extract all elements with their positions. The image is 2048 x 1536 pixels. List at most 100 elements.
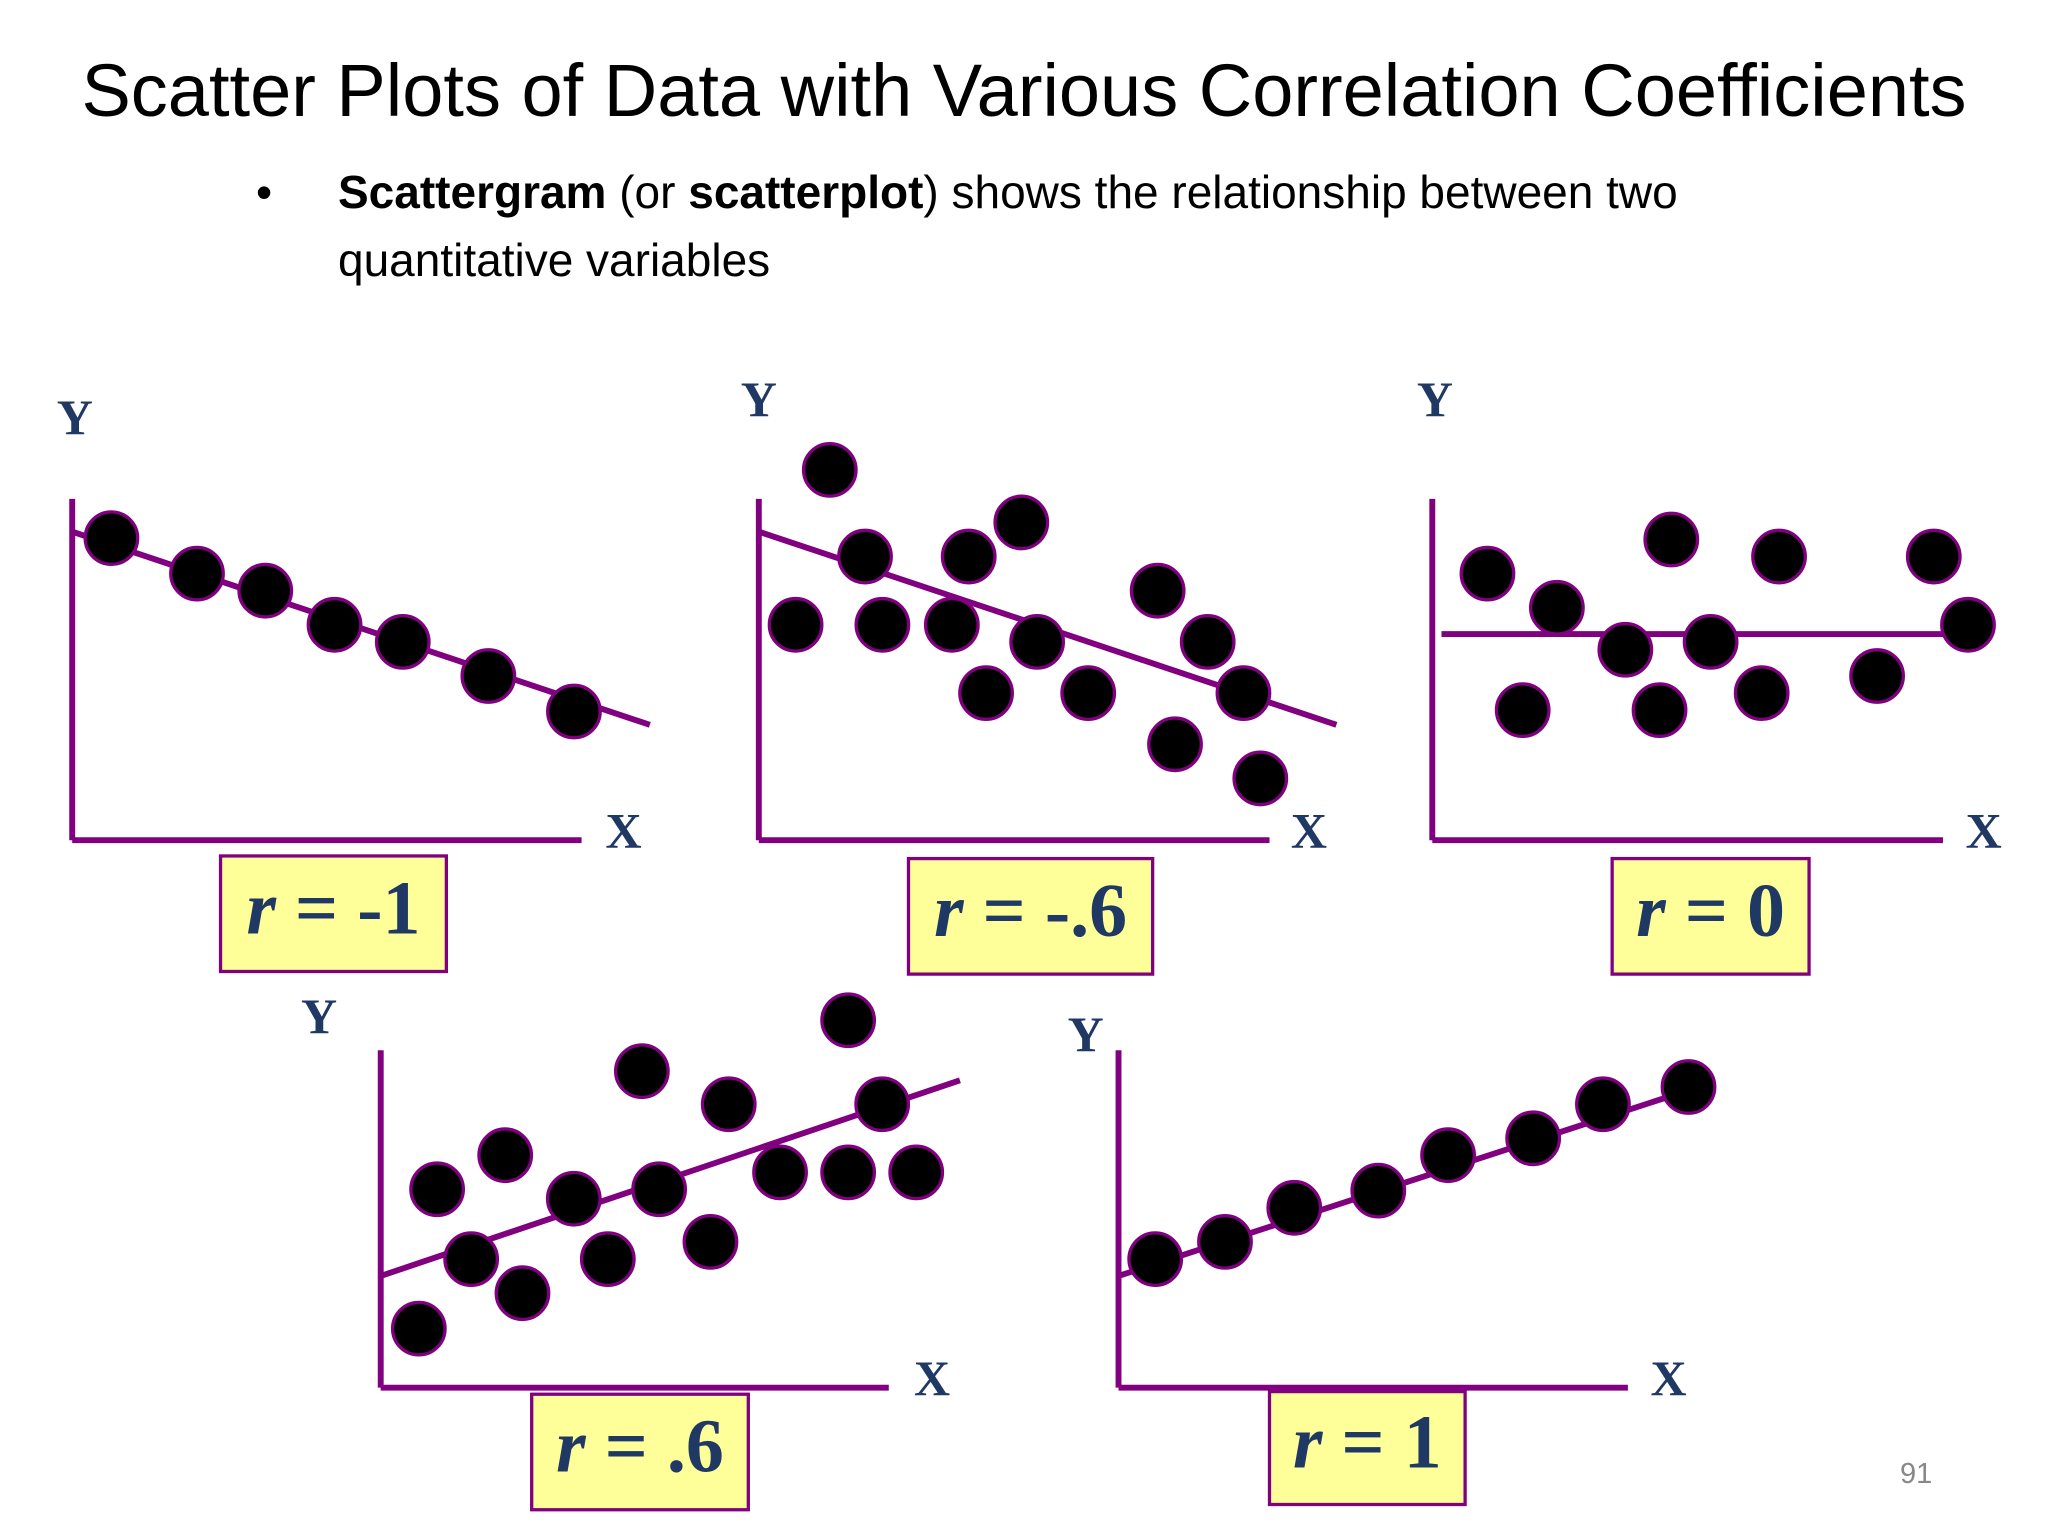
data-point [767,596,824,653]
data-point [1459,545,1516,602]
data-point [1147,716,1203,773]
data-point [306,596,363,653]
annotation-box [530,1392,750,1512]
scatter-plot: Y Xr = -.6 [741,371,1338,976]
data-point [1660,1059,1717,1115]
data-point [1420,1127,1476,1184]
data-point [390,1300,447,1357]
annotation-variable: r [1293,1401,1324,1485]
data-point [169,545,225,602]
data-point [1597,621,1654,678]
text-run: (or [606,166,689,218]
data-point [546,683,602,740]
annotation-box [1267,1389,1467,1507]
annotation-variable: r [556,1405,587,1489]
annotation-value: = -1 [276,867,421,951]
annotation-value: = .6 [586,1405,724,1489]
x-axis-label: X [606,803,642,859]
data-point [1631,682,1688,739]
y-axis-label: Y [741,371,777,427]
slide-title: Scatter Plots of Data with Various Corre… [81,49,1967,132]
data-point [820,1144,877,1201]
data-point [1266,1179,1323,1236]
data-point [854,596,911,653]
annotation-box [1610,856,1811,976]
text-run: Scattergram [338,166,607,218]
annotation: r = 0 [1636,869,1785,953]
data-point [631,1161,688,1218]
y-axis-label: Y [57,389,93,445]
data-point [820,992,877,1049]
data-point [700,1076,757,1133]
data-point [443,1231,500,1288]
data-point [940,528,997,585]
annotation: r = -.6 [934,869,1127,953]
scatter-plot: Y Xr = 1 [1068,1006,1717,1507]
y-axis-label: Y [1068,1006,1104,1062]
text-run: ) shows the relationship between two qua… [338,166,1678,286]
data-point [837,528,893,585]
data-point [1127,1231,1184,1288]
data-point [545,1170,602,1227]
data-point [1733,665,1790,721]
data-point [1215,665,1272,721]
annotation-box [218,854,449,974]
data-point [477,1127,534,1184]
data-point [682,1213,739,1270]
data-point [1905,528,1962,585]
annotation-variable: r [934,869,965,953]
data-point [409,1161,466,1218]
data-point [1682,613,1739,670]
data-point [1350,1162,1407,1219]
annotation-variable: r [246,867,277,951]
page-number: 91 [1900,1458,1933,1490]
data-point [801,441,858,498]
annotation-value: = 1 [1322,1401,1441,1485]
data-point [1643,511,1700,568]
bullet-text: Scattergram (or scatterplot) shows the r… [338,158,1838,294]
data-point [993,494,1050,551]
data-point [1060,665,1117,721]
x-axis-label: X [1291,803,1327,859]
data-point [613,1043,670,1100]
data-point [237,562,294,619]
annotation: r = .6 [556,1405,724,1489]
x-axis-label: X [1651,1350,1687,1406]
data-point [1197,1213,1253,1270]
annotation-box [906,856,1155,976]
data-point [1940,596,1996,653]
data-point [854,1076,911,1133]
data-point [579,1231,636,1288]
x-axis-label: X [914,1350,950,1406]
data-point [1575,1076,1631,1133]
data-point [1505,1110,1562,1167]
data-point [958,665,1014,721]
scatter-plot: Y Xr = 0 [1417,371,2002,976]
data-point [374,613,431,670]
data-point [1528,579,1585,636]
scatter-plot: Y Xr = -1 [57,389,651,974]
data-point [1751,528,1807,585]
annotation: r = 1 [1293,1401,1442,1485]
data-point [752,1144,808,1201]
annotation-variable: r [1636,869,1667,953]
data-point [1849,648,1905,704]
data-point [1129,562,1186,619]
bullet-dot: • [256,166,273,218]
data-point [1179,613,1236,670]
data-point [1232,750,1289,807]
annotation: r = -1 [246,867,420,951]
y-axis-label: Y [301,988,337,1044]
x-axis-label: X [1966,803,2002,859]
data-point [83,510,140,567]
scatter-plot: Y Xr = .6 [301,988,961,1512]
data-point [1009,613,1066,670]
text-run: scatterplot [688,166,924,218]
y-axis-label: Y [1417,371,1453,427]
data-point [888,1144,945,1201]
data-point [460,648,517,704]
annotation-value: = -.6 [964,869,1128,953]
data-point [1494,682,1551,739]
